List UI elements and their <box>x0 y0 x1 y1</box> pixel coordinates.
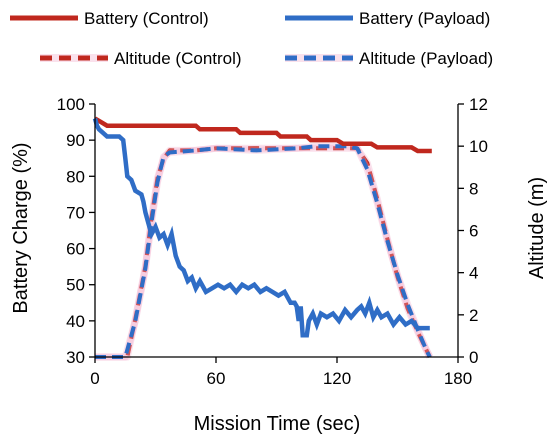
y-right-tick-label: 2 <box>469 306 478 325</box>
legend-item-battery-payload: Battery (Payload) <box>285 9 490 28</box>
y-left-tick-label: 90 <box>66 131 85 150</box>
y-axis-right-title: Altitude (m) <box>526 177 548 279</box>
y-right-tick-label: 8 <box>469 179 478 198</box>
altitude-payload-series <box>95 142 433 361</box>
axes-layer: 0 60 120 180 30 40 50 60 70 80 90 100 0 2 4 6 8 10 12 <box>57 95 488 388</box>
y-left-tick-label: 40 <box>66 312 85 331</box>
y-right-tick-label: 4 <box>469 264 478 283</box>
y-right-tick-label: 0 <box>469 348 478 367</box>
legend-item-battery-control: Battery (Control) <box>10 9 209 28</box>
legend-label: Battery (Payload) <box>359 9 490 28</box>
x-tick-label: 120 <box>323 369 351 388</box>
legend-item-altitude-control: Altitude (Control) <box>40 49 242 68</box>
legend-label: Battery (Control) <box>84 9 209 28</box>
y-left-tick-label: 70 <box>66 203 85 222</box>
altitude-payload-halo <box>95 142 433 361</box>
series-layer <box>92 116 433 361</box>
battery-control-series <box>93 116 432 154</box>
x-tick-label: 0 <box>90 369 99 388</box>
y-axis-left-title: Battery Charge (%) <box>10 142 32 313</box>
y-left-tick-label: 30 <box>66 348 85 367</box>
legend-label: Altitude (Payload) <box>359 49 493 68</box>
x-axis-title: Mission Time (sec) <box>194 413 361 435</box>
y-right-tick-label: 10 <box>469 137 488 156</box>
legend: Battery (Control) Battery (Payload) Altitu… <box>10 9 493 68</box>
y-left-tick-label: 100 <box>57 95 85 114</box>
legend-item-altitude-payload: Altitude (Payload) <box>285 49 493 68</box>
x-tick-label: 60 <box>207 369 226 388</box>
legend-label: Altitude (Control) <box>114 49 242 68</box>
battery-payload-line <box>92 117 430 338</box>
y-left-tick-label: 50 <box>66 276 85 295</box>
y-right-tick-label: 12 <box>469 95 488 114</box>
y-left-tick-label: 60 <box>66 240 85 259</box>
y-right-tick-label: 6 <box>469 222 478 241</box>
battery-control-line <box>93 116 432 154</box>
battery-payload-series <box>92 117 430 338</box>
x-tick-label: 180 <box>444 369 472 388</box>
y-left-tick-label: 80 <box>66 167 85 186</box>
